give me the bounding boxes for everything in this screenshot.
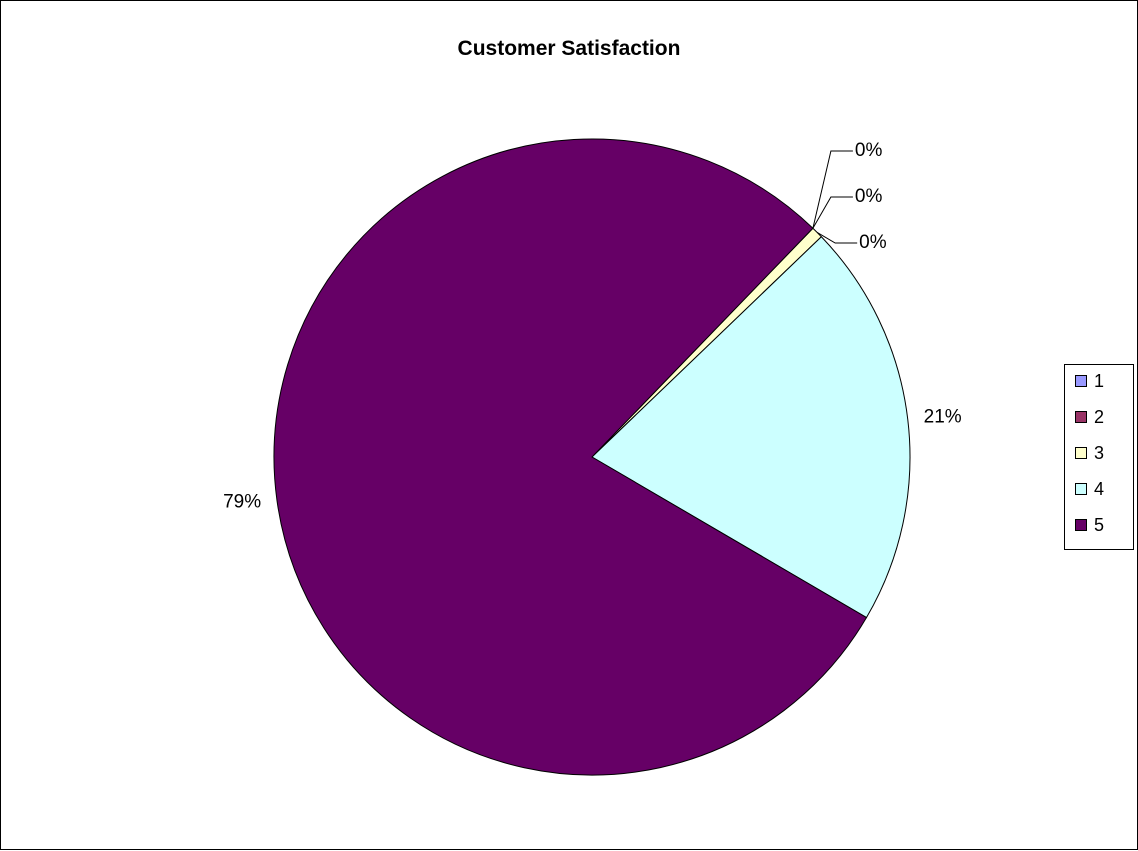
- legend-label-4: 4: [1094, 478, 1105, 499]
- data-label-4: 21%: [924, 407, 962, 428]
- leader-line-1: [812, 150, 853, 229]
- legend-label-5: 5: [1094, 514, 1105, 535]
- legend-swatch-4: [1075, 483, 1087, 495]
- data-label-3: 0%: [859, 232, 887, 253]
- data-label-5: 79%: [223, 492, 261, 513]
- legend-item-4: 4: [1075, 477, 1104, 501]
- data-label-1: 0%: [855, 140, 883, 161]
- leader-line-2: [812, 196, 853, 229]
- legend-swatch-1: [1075, 375, 1087, 387]
- legend-item-2: 2: [1075, 405, 1104, 429]
- legend: 1 2 3 4 5: [1064, 364, 1134, 550]
- chart-title: Customer Satisfaction: [457, 37, 681, 60]
- legend-label-3: 3: [1094, 442, 1105, 463]
- legend-label-2: 2: [1094, 406, 1105, 427]
- data-label-2: 0%: [855, 186, 883, 207]
- legend-swatch-5: [1075, 519, 1087, 531]
- legend-item-5: 5: [1075, 513, 1104, 537]
- pie-slice-5: [273, 138, 868, 776]
- legend-swatch-2: [1075, 411, 1087, 423]
- legend-item-1: 1: [1075, 369, 1104, 393]
- legend-item-3: 3: [1075, 441, 1104, 465]
- pie-slice-4: [591, 236, 911, 619]
- legend-swatch-3: [1075, 447, 1087, 459]
- leader-line-3: [816, 232, 858, 244]
- legend-label-1: 1: [1094, 370, 1105, 391]
